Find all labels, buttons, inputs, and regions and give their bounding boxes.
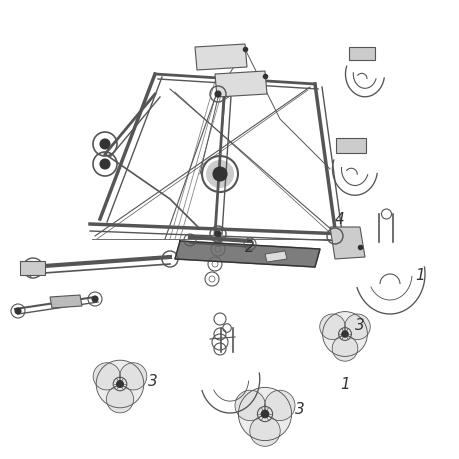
Circle shape	[116, 381, 123, 387]
Polygon shape	[264, 252, 286, 263]
Polygon shape	[214, 72, 266, 98]
Text: 2: 2	[245, 240, 254, 255]
Circle shape	[238, 387, 291, 441]
Circle shape	[15, 308, 21, 314]
Circle shape	[322, 312, 367, 357]
Circle shape	[214, 231, 220, 237]
Circle shape	[119, 363, 146, 390]
Text: 3: 3	[148, 374, 157, 389]
Polygon shape	[329, 228, 364, 259]
Circle shape	[213, 168, 226, 182]
Circle shape	[249, 416, 280, 446]
Circle shape	[214, 92, 220, 98]
Circle shape	[106, 386, 133, 413]
Polygon shape	[174, 241, 319, 268]
Polygon shape	[20, 262, 45, 275]
Text: 3: 3	[354, 317, 364, 332]
Text: 3: 3	[294, 402, 304, 417]
Circle shape	[206, 161, 234, 189]
Circle shape	[92, 297, 98, 302]
Text: 1: 1	[414, 267, 424, 282]
Circle shape	[261, 410, 268, 418]
Polygon shape	[195, 45, 246, 71]
Text: 1: 1	[339, 377, 349, 392]
Circle shape	[93, 363, 120, 390]
Circle shape	[29, 264, 37, 272]
Circle shape	[341, 331, 347, 337]
Text: 4: 4	[334, 212, 344, 227]
Circle shape	[264, 391, 294, 421]
Polygon shape	[50, 295, 82, 308]
Circle shape	[331, 336, 357, 361]
Circle shape	[319, 314, 345, 340]
Polygon shape	[336, 138, 365, 154]
Circle shape	[96, 360, 144, 408]
Circle shape	[235, 391, 265, 421]
Circle shape	[100, 140, 110, 150]
Circle shape	[100, 160, 110, 170]
Polygon shape	[348, 48, 374, 61]
Circle shape	[344, 314, 369, 340]
